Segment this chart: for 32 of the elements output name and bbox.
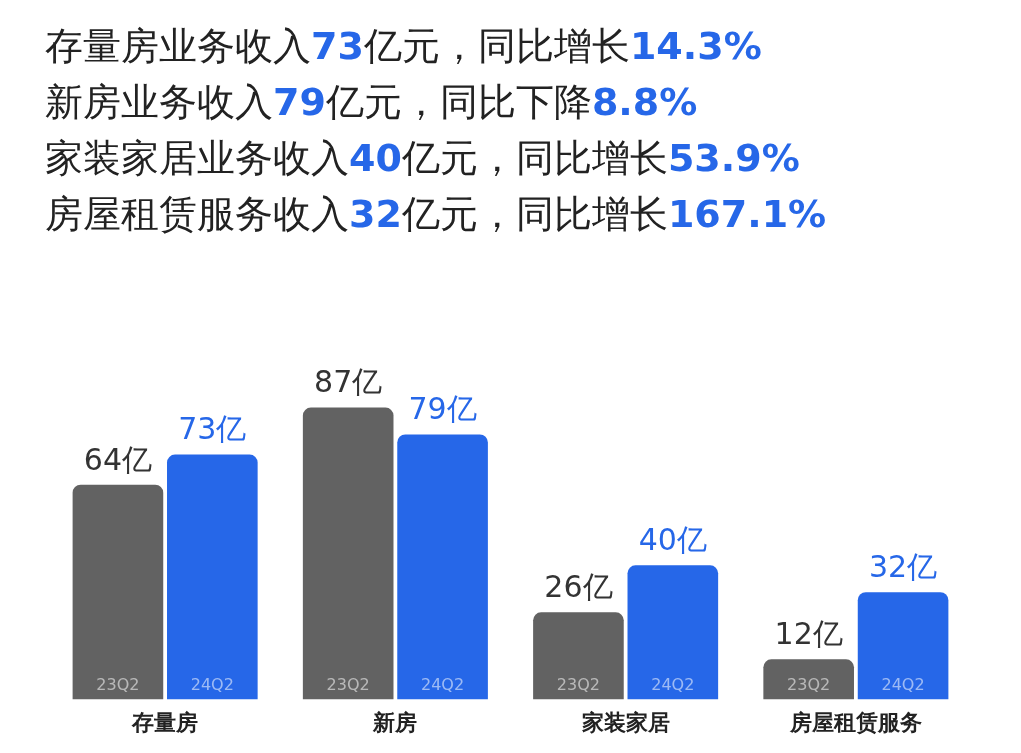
text: 23Q2 <box>326 674 370 694</box>
text: 新房业务收入79亿元，同比下降8.8% <box>45 79 699 126</box>
bar <box>302 407 394 700</box>
x-tick-label: 新房 <box>372 709 418 735</box>
bar <box>397 434 488 700</box>
text: 24Q2 <box>881 674 925 694</box>
text: 23Q2 <box>556 674 600 694</box>
data-label: 87亿 <box>314 364 383 400</box>
bar <box>857 592 949 700</box>
text: 存量房业务收入73亿元，同比增长14.3% <box>45 23 763 70</box>
text: 房屋租赁服务收入32亿元，同比增长167.1% <box>45 191 827 238</box>
series-label: 24Q2 <box>190 674 234 694</box>
data-label: 64亿 <box>83 441 153 477</box>
data-label: 12亿 <box>774 616 843 652</box>
data-label: 32亿 <box>868 548 938 584</box>
bar <box>763 659 854 700</box>
x-tick-label: 存量房 <box>131 709 199 735</box>
bar <box>72 484 164 700</box>
data-label: 79亿 <box>408 391 477 427</box>
data-label: 73亿 <box>178 411 247 447</box>
text: 23Q2 <box>787 674 831 694</box>
x-tick-label: 家装家居 <box>580 709 670 735</box>
bar <box>167 454 258 700</box>
data-label: 26亿 <box>544 569 613 605</box>
text: 24Q2 <box>421 674 465 694</box>
text: 家装家居业务收入40亿元，同比增长53.9% <box>45 135 801 182</box>
data-label: 40亿 <box>638 522 707 558</box>
text: 24Q2 <box>651 674 695 694</box>
bar <box>627 565 719 700</box>
bar <box>533 612 624 700</box>
x-tick-label: 房屋租赁服务 <box>788 709 922 735</box>
series-label: 23Q2 <box>96 674 140 694</box>
